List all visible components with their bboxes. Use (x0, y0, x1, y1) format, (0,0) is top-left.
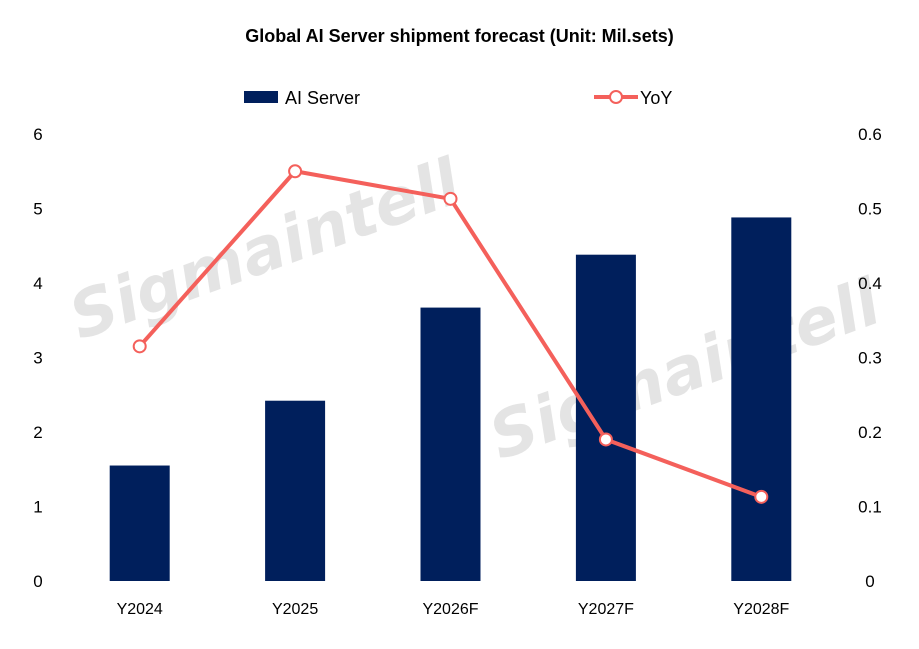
y-right-tick-label: 0.3 (858, 349, 882, 368)
bar-series (109, 217, 792, 581)
watermark-text: Sigmaintell (480, 265, 891, 475)
legend-label-ai-server: AI Server (285, 88, 360, 108)
y-right-tick-label: 0.6 (858, 125, 882, 144)
y-right-tick-label: 0.5 (858, 200, 882, 219)
y-right-tick-label: 0.4 (858, 274, 882, 293)
x-tick-label: Y2024 (117, 601, 163, 618)
x-tick-label: Y2027F (578, 601, 634, 618)
legend-label-yoy: YoY (640, 88, 672, 108)
watermark-text: Sigmaintell (60, 145, 471, 355)
bar-ai-server (420, 307, 481, 581)
y-left-tick-label: 0 (33, 572, 42, 591)
x-tick-label: Y2026F (422, 601, 478, 618)
y-right-tick-label: 0.2 (858, 423, 882, 442)
x-tick-label: Y2025 (272, 601, 318, 618)
yoy-point (754, 489, 769, 504)
y-left-tick-label: 2 (33, 423, 42, 442)
bar-ai-server (265, 400, 326, 581)
x-axis: Y2024 Y2025 Y2026F Y2027F Y2028F (117, 601, 790, 618)
bar-ai-server (731, 217, 792, 581)
y-left-tick-label: 6 (33, 125, 42, 144)
y-left-tick-label: 4 (33, 274, 42, 293)
y-left-tick-label: 1 (33, 498, 42, 517)
y-axis-right: 0 0.1 0.2 0.3 0.4 0.5 0.6 (858, 125, 882, 591)
y-left-tick-label: 3 (33, 349, 42, 368)
y-left-tick-label: 5 (33, 200, 42, 219)
line-series (132, 164, 769, 504)
yoy-point (288, 164, 303, 179)
chart-title: Global AI Server shipment forecast (Unit… (245, 26, 674, 46)
yoy-point (132, 339, 147, 354)
bar-ai-server (575, 254, 636, 581)
y-right-tick-label: 0 (865, 572, 874, 591)
legend-swatch-ai-server (244, 91, 278, 103)
x-tick-label: Y2028F (733, 601, 789, 618)
legend: AI Server YoY (244, 88, 672, 108)
y-right-tick-label: 0.1 (858, 498, 882, 517)
legend-swatch-yoy-marker (609, 90, 623, 104)
yoy-point (598, 432, 613, 447)
y-axis-left: 0 1 2 3 4 5 6 (33, 125, 42, 591)
yoy-point (443, 191, 458, 206)
bar-ai-server (109, 465, 170, 581)
